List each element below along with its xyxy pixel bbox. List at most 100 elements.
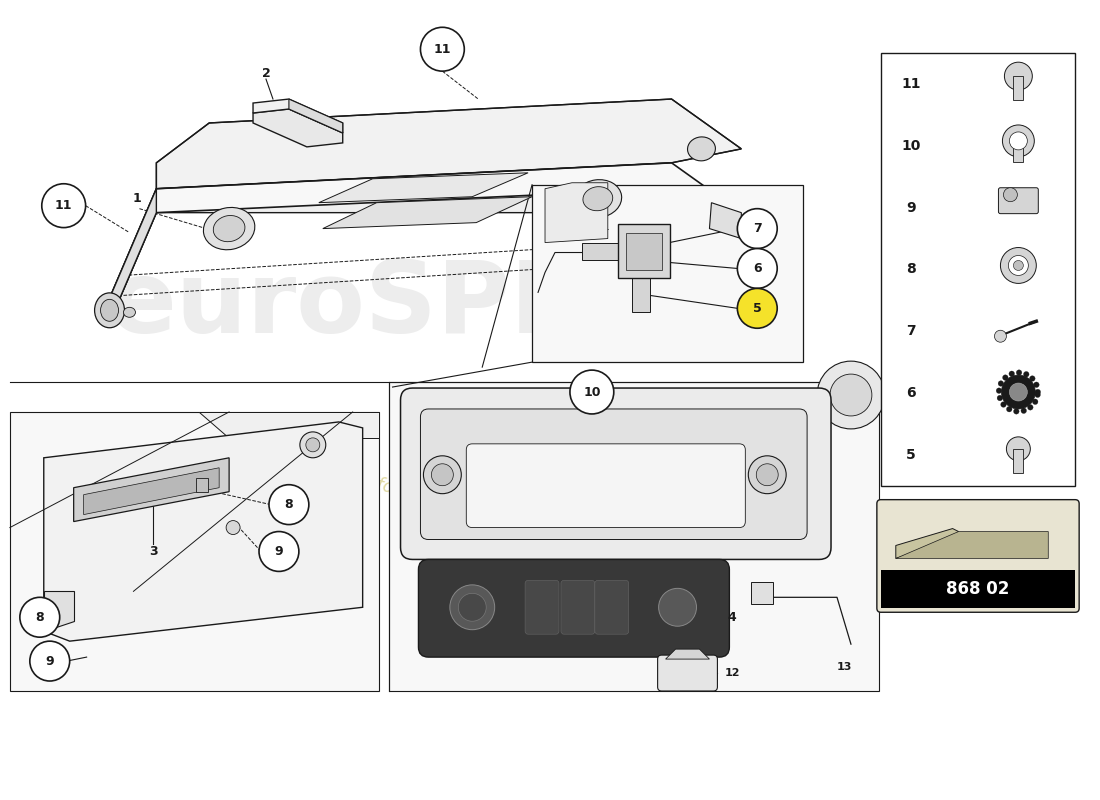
- Ellipse shape: [450, 585, 495, 630]
- Circle shape: [1000, 247, 1036, 283]
- Ellipse shape: [757, 464, 778, 486]
- Polygon shape: [319, 173, 528, 202]
- Circle shape: [997, 388, 1002, 394]
- Ellipse shape: [123, 307, 135, 318]
- Circle shape: [997, 395, 1003, 401]
- Text: 5: 5: [752, 302, 761, 315]
- Bar: [388, 382, 879, 691]
- FancyBboxPatch shape: [561, 580, 595, 634]
- Bar: [1013, 449, 1023, 473]
- Circle shape: [420, 27, 464, 71]
- FancyBboxPatch shape: [400, 388, 830, 559]
- Text: 5: 5: [906, 448, 915, 462]
- Circle shape: [737, 288, 778, 328]
- Polygon shape: [289, 99, 343, 133]
- Ellipse shape: [459, 594, 486, 622]
- Polygon shape: [74, 458, 229, 522]
- Circle shape: [1010, 132, 1027, 150]
- Text: 12: 12: [725, 668, 740, 678]
- FancyBboxPatch shape: [418, 559, 729, 657]
- Ellipse shape: [227, 521, 240, 534]
- Text: 11: 11: [901, 77, 921, 91]
- FancyBboxPatch shape: [595, 580, 629, 634]
- Polygon shape: [10, 412, 378, 691]
- Circle shape: [270, 485, 309, 525]
- Polygon shape: [895, 529, 958, 558]
- Circle shape: [1033, 399, 1038, 405]
- Text: 9: 9: [906, 201, 915, 214]
- Polygon shape: [110, 189, 156, 322]
- Text: 8: 8: [906, 262, 915, 277]
- Bar: [196, 478, 208, 492]
- Text: 7: 7: [752, 222, 761, 235]
- Bar: [751, 582, 773, 604]
- Circle shape: [258, 531, 299, 571]
- Circle shape: [1021, 408, 1026, 414]
- Bar: [532, 185, 803, 362]
- Circle shape: [737, 249, 778, 288]
- Polygon shape: [322, 197, 532, 229]
- Ellipse shape: [306, 438, 320, 452]
- Bar: [1013, 141, 1023, 162]
- Text: 11: 11: [433, 42, 451, 56]
- Polygon shape: [666, 649, 710, 659]
- Text: 7: 7: [906, 324, 915, 338]
- Circle shape: [42, 184, 86, 228]
- Circle shape: [1002, 125, 1034, 157]
- Circle shape: [1010, 383, 1027, 401]
- Polygon shape: [710, 202, 741, 238]
- Circle shape: [998, 381, 1003, 386]
- Ellipse shape: [583, 186, 613, 210]
- Bar: [631, 278, 650, 312]
- Text: 4: 4: [727, 610, 736, 624]
- Circle shape: [1013, 261, 1023, 270]
- Text: 6: 6: [754, 262, 761, 275]
- Circle shape: [1016, 370, 1022, 375]
- Circle shape: [1027, 405, 1033, 410]
- Ellipse shape: [213, 215, 245, 242]
- Text: 3: 3: [150, 545, 157, 558]
- Polygon shape: [544, 182, 608, 242]
- Polygon shape: [253, 109, 343, 147]
- Ellipse shape: [830, 374, 872, 416]
- FancyBboxPatch shape: [658, 655, 717, 691]
- Text: 6: 6: [906, 386, 915, 400]
- Circle shape: [1013, 409, 1019, 414]
- Polygon shape: [199, 412, 378, 438]
- Ellipse shape: [431, 464, 453, 486]
- Ellipse shape: [100, 299, 119, 322]
- Circle shape: [1004, 62, 1032, 90]
- Circle shape: [994, 330, 1006, 342]
- Polygon shape: [44, 422, 363, 641]
- Text: 2: 2: [262, 66, 271, 80]
- Text: 11: 11: [55, 199, 73, 212]
- Text: 10: 10: [583, 386, 601, 398]
- Bar: [582, 242, 618, 261]
- Circle shape: [30, 641, 69, 681]
- Ellipse shape: [95, 293, 124, 328]
- Text: a passion for parts since 1985: a passion for parts since 1985: [286, 453, 554, 536]
- Bar: [618, 224, 670, 278]
- Ellipse shape: [748, 456, 786, 494]
- Ellipse shape: [817, 361, 884, 429]
- Text: 9: 9: [45, 654, 54, 667]
- Circle shape: [1002, 374, 1009, 380]
- Polygon shape: [44, 591, 74, 631]
- Ellipse shape: [300, 432, 326, 458]
- Text: 8: 8: [285, 498, 294, 511]
- Circle shape: [1009, 255, 1028, 275]
- Ellipse shape: [688, 137, 715, 161]
- Circle shape: [1001, 375, 1035, 409]
- Text: 1: 1: [132, 192, 141, 206]
- Text: euroSPECES: euroSPECES: [108, 257, 792, 354]
- Circle shape: [1030, 376, 1035, 382]
- Circle shape: [1001, 402, 1006, 407]
- Text: 868 02: 868 02: [946, 580, 1010, 598]
- Circle shape: [737, 209, 778, 249]
- Circle shape: [1003, 188, 1018, 202]
- FancyBboxPatch shape: [466, 444, 746, 527]
- Circle shape: [1035, 392, 1041, 398]
- Circle shape: [1009, 371, 1014, 377]
- Polygon shape: [253, 99, 343, 133]
- Polygon shape: [110, 163, 741, 322]
